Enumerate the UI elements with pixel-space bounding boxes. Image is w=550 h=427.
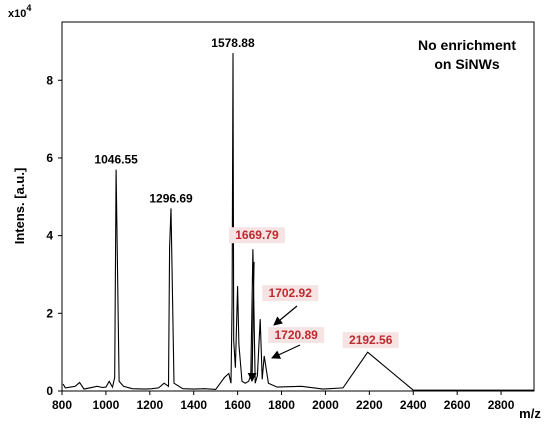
spectrum-series	[62, 53, 534, 391]
y-scale-exponent: 4	[26, 3, 31, 13]
y-tick-label: 6	[46, 151, 53, 165]
annotation-line-2: on SiNWs	[434, 56, 500, 72]
x-tick-label: 2600	[444, 398, 471, 412]
peak-label: 1720.89	[274, 328, 318, 342]
y-axis-label: Intens. [a.u.]	[12, 168, 27, 245]
y-tick-label: 2	[46, 306, 53, 320]
arrow-1702-92	[273, 305, 298, 326]
x-tick-label: 1400	[180, 398, 207, 412]
x-tick-label: 1200	[136, 398, 163, 412]
peak-label: 2192.56	[349, 333, 393, 347]
x-tick-label: 800	[52, 398, 72, 412]
x-tick-label: 1800	[268, 398, 295, 412]
peak-label: 1046.55	[94, 153, 138, 167]
x-axis-label: m/z	[519, 406, 541, 421]
x-tick-label: 2000	[312, 398, 339, 412]
peak-label: 1578.88	[211, 36, 255, 50]
peak-label: 1669.79	[235, 228, 279, 242]
peak-label-highlight	[228, 227, 285, 244]
x-tick-label: 2400	[400, 398, 427, 412]
peak-labels: 1046.55 1296.69 1578.88 1669.79 1702.92 1720.…	[94, 36, 399, 349]
y-tick-label: 8	[46, 73, 53, 87]
y-scale-multiplier: x104	[8, 3, 31, 20]
peak-label-highlight	[342, 332, 399, 349]
spectrum-line-0	[62, 53, 534, 391]
y-axis-ticks: 0 2 4 6 8	[46, 73, 62, 398]
plot-frame	[61, 21, 535, 392]
x-axis-ticks: 800 1000 1200 1400 1600 1800 2000 2200 2400 2600 2…	[52, 391, 515, 412]
y-tick-label: 0	[46, 384, 53, 398]
peak-label-highlight	[262, 285, 319, 302]
arrow-1720-89	[271, 344, 301, 359]
peak-label: 1296.69	[149, 191, 193, 205]
annotation-line-1: No enrichment	[418, 37, 516, 53]
x-tick-label: 2800	[488, 398, 515, 412]
arrow-1669-79	[247, 261, 257, 382]
x-tick-label: 2200	[356, 398, 383, 412]
y-scale-base: x10	[8, 8, 26, 20]
y-tick-label: 4	[46, 229, 53, 243]
peak-label: 1702.92	[269, 286, 313, 300]
x-tick-label: 1600	[224, 398, 251, 412]
x-tick-label: 1000	[93, 398, 120, 412]
peak-label-highlight	[268, 327, 325, 344]
